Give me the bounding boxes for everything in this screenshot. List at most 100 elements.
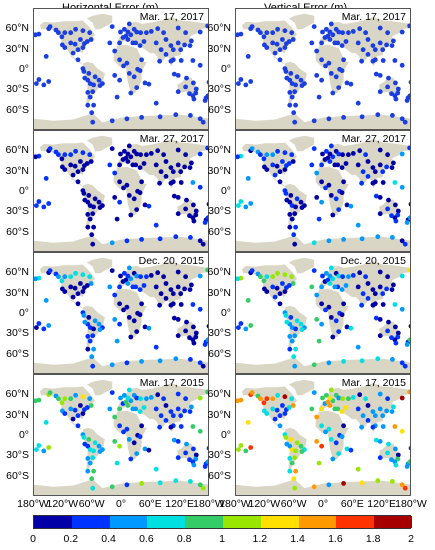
latitude-tick-label: 60°N xyxy=(5,22,29,35)
station-marker xyxy=(126,193,132,198)
station-marker xyxy=(344,80,350,86)
station-marker xyxy=(404,98,410,103)
station-marker xyxy=(327,151,333,157)
station-marker xyxy=(182,408,188,414)
station-marker xyxy=(389,335,394,341)
station-marker xyxy=(91,326,96,332)
station-marker xyxy=(148,395,154,400)
colorbar-segment xyxy=(185,516,224,528)
station-marker xyxy=(190,180,196,185)
longitude-tick-label: 60°E xyxy=(138,498,162,510)
station-marker xyxy=(87,460,93,466)
station-marker xyxy=(161,30,166,36)
station-marker xyxy=(134,85,140,90)
station-marker xyxy=(117,179,122,185)
station-marker xyxy=(346,30,351,36)
station-marker xyxy=(134,395,140,401)
station-marker xyxy=(261,400,267,406)
station-marker xyxy=(238,77,244,82)
station-marker xyxy=(175,284,181,290)
station-marker xyxy=(153,222,159,228)
station-marker xyxy=(399,395,405,401)
station-marker xyxy=(320,29,325,35)
station-marker xyxy=(287,468,293,474)
station-marker xyxy=(175,211,181,217)
station-marker xyxy=(319,179,324,185)
station-marker xyxy=(126,265,132,271)
station-marker xyxy=(131,196,137,202)
station-marker xyxy=(288,71,294,76)
colorbar-segment xyxy=(71,516,111,528)
station-marker xyxy=(243,448,249,454)
station-marker xyxy=(284,441,290,447)
station-marker xyxy=(153,344,159,350)
station-marker xyxy=(157,358,163,364)
map-svg xyxy=(34,13,208,129)
station-marker xyxy=(168,58,174,64)
longitude-tick-label: 120°W xyxy=(248,498,281,510)
station-marker xyxy=(311,362,317,368)
landmass-3 xyxy=(315,410,349,459)
station-marker xyxy=(359,236,365,242)
station-marker xyxy=(324,392,329,398)
station-marker xyxy=(340,152,345,158)
station-marker xyxy=(363,30,368,36)
station-marker xyxy=(107,40,113,46)
map-panel-horizontal-row1: Mar. 17, 2017 xyxy=(33,8,209,130)
station-marker xyxy=(236,447,241,452)
station-marker xyxy=(168,165,174,170)
station-marker xyxy=(109,390,115,395)
landmass-3 xyxy=(113,288,147,337)
station-marker xyxy=(141,405,147,410)
station-marker xyxy=(75,413,81,419)
station-marker xyxy=(393,80,398,86)
station-marker xyxy=(84,283,90,288)
station-marker xyxy=(249,390,255,395)
station-marker xyxy=(327,273,333,279)
station-marker xyxy=(384,164,389,170)
latitude-tick-label: 60°N xyxy=(207,22,231,35)
station-marker xyxy=(112,73,118,78)
station-marker xyxy=(393,340,399,346)
station-marker xyxy=(91,224,96,230)
station-marker xyxy=(245,54,251,59)
station-marker xyxy=(107,284,113,290)
latitude-tick-label: 60°S xyxy=(6,103,29,116)
station-marker xyxy=(168,43,174,48)
station-marker xyxy=(384,42,389,48)
station-marker xyxy=(142,202,148,208)
station-marker xyxy=(144,274,149,280)
station-marker xyxy=(287,346,293,352)
station-marker xyxy=(206,202,208,207)
station-marker xyxy=(128,212,134,218)
station-marker xyxy=(46,445,52,450)
station-marker xyxy=(341,179,346,185)
latitude-tick-label: 60°N xyxy=(207,266,231,279)
station-marker xyxy=(137,190,143,196)
station-marker xyxy=(86,71,92,76)
station-marker xyxy=(205,337,208,343)
station-marker xyxy=(311,24,317,29)
station-marker xyxy=(183,30,189,36)
station-marker xyxy=(344,446,350,452)
station-marker xyxy=(178,424,184,429)
station-marker xyxy=(138,30,143,36)
latitude-tick-label: 60°N xyxy=(5,144,29,157)
station-marker xyxy=(365,159,371,164)
station-marker xyxy=(284,197,290,203)
station-marker xyxy=(280,403,285,408)
station-marker xyxy=(399,482,405,488)
station-marker xyxy=(90,89,96,95)
station-marker xyxy=(87,30,93,36)
station-marker xyxy=(70,294,76,300)
panel-date: Dec. 20, 2015 xyxy=(138,255,204,267)
station-marker xyxy=(197,151,203,157)
station-marker xyxy=(134,207,140,212)
station-marker xyxy=(153,40,159,46)
station-marker xyxy=(373,193,379,199)
station-marker xyxy=(292,89,298,95)
station-marker xyxy=(372,47,378,53)
station-marker xyxy=(380,302,386,307)
station-marker xyxy=(284,75,290,81)
station-marker xyxy=(360,169,366,175)
